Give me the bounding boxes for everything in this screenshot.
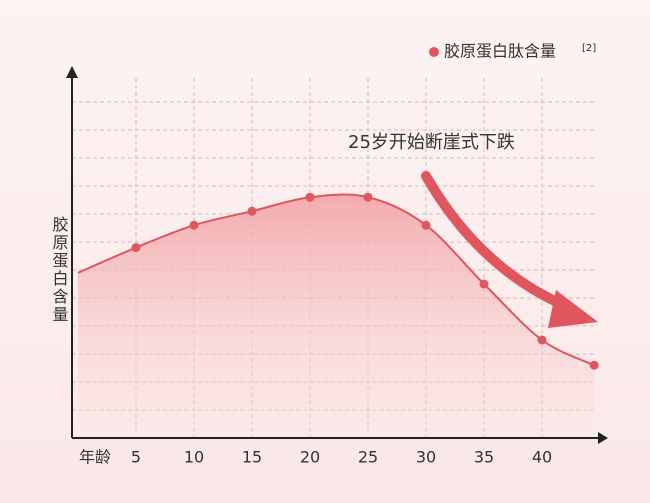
x-tick-label: 20	[300, 448, 320, 467]
x-axis-label: 年龄	[79, 448, 111, 467]
point	[537, 335, 547, 345]
legend-note: [2]	[582, 43, 596, 54]
point	[131, 243, 141, 253]
point	[421, 220, 431, 230]
y-axis-arrow	[66, 66, 78, 78]
point	[189, 220, 199, 230]
legend-marker	[429, 47, 439, 57]
x-tick-label: 35	[474, 448, 494, 467]
x-axis-arrow	[598, 432, 608, 444]
line	[77, 193, 595, 367]
x-tick-label: 40	[532, 448, 552, 467]
point	[363, 192, 373, 202]
point	[479, 279, 489, 289]
annotation-arrow-head	[548, 290, 598, 328]
point	[247, 206, 257, 216]
x-tick-label: 15	[242, 448, 262, 467]
y-axis-label: 胶原蛋白含量	[50, 216, 69, 324]
area	[78, 194, 595, 438]
legend-label: 胶原蛋白肽含量	[444, 42, 556, 61]
x-tick-label: 5	[131, 448, 141, 467]
plot	[77, 192, 599, 438]
x-tick-label: 25	[358, 448, 378, 467]
x-tick-label: 30	[416, 448, 436, 467]
point	[305, 192, 315, 202]
annotation-arrow	[421, 171, 575, 313]
x-tick-label: 10	[184, 448, 204, 467]
point	[589, 360, 599, 370]
annotation: 25岁开始断崖式下跌	[348, 132, 515, 153]
